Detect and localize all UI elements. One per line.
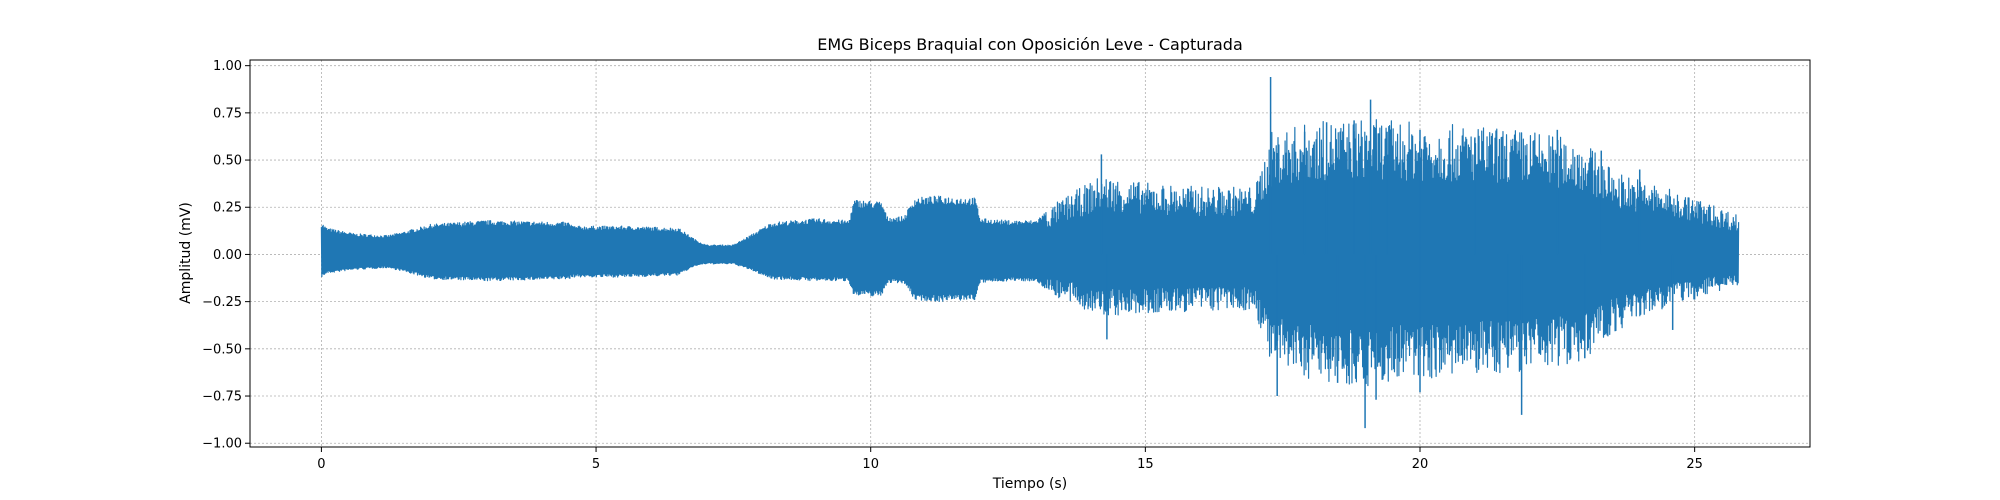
x-axis-label: Tiempo (s)	[992, 476, 1067, 492]
x-tick-label: 15	[1137, 457, 1154, 472]
y-tick-label: 0.00	[213, 248, 242, 263]
x-axis-ticks: 0 5 10 15 20 25	[317, 447, 1703, 472]
x-tick-label: 0	[317, 457, 325, 472]
y-tick-label: 1.00	[213, 59, 242, 74]
y-tick-label: 0.50	[213, 154, 242, 169]
plot-area-frame	[249, 59, 1811, 448]
chart-title: EMG Biceps Braquial con Oposición Leve -…	[817, 35, 1243, 54]
emg-signal-trace	[320, 119, 1740, 387]
y-tick-label: −0.25	[202, 295, 242, 310]
y-tick-label: −0.75	[202, 390, 242, 405]
y-axis-label: Amplitud (mV)	[178, 202, 194, 304]
y-tick-label: 0.25	[213, 201, 242, 216]
y-axis-ticks: 1.00 0.75 0.50 0.25 0.00 −0.25 −0.50 −0.75 −1.00	[202, 59, 250, 452]
x-tick-label: 10	[862, 457, 879, 472]
x-tick-label: 25	[1686, 457, 1703, 472]
x-tick-label: 20	[1412, 457, 1429, 472]
emg-signal-series	[320, 76, 1740, 429]
x-tick-label: 5	[592, 457, 600, 472]
y-tick-label: −1.00	[202, 437, 242, 452]
y-tick-label: 0.75	[213, 106, 242, 121]
y-tick-label: −0.50	[202, 342, 242, 357]
